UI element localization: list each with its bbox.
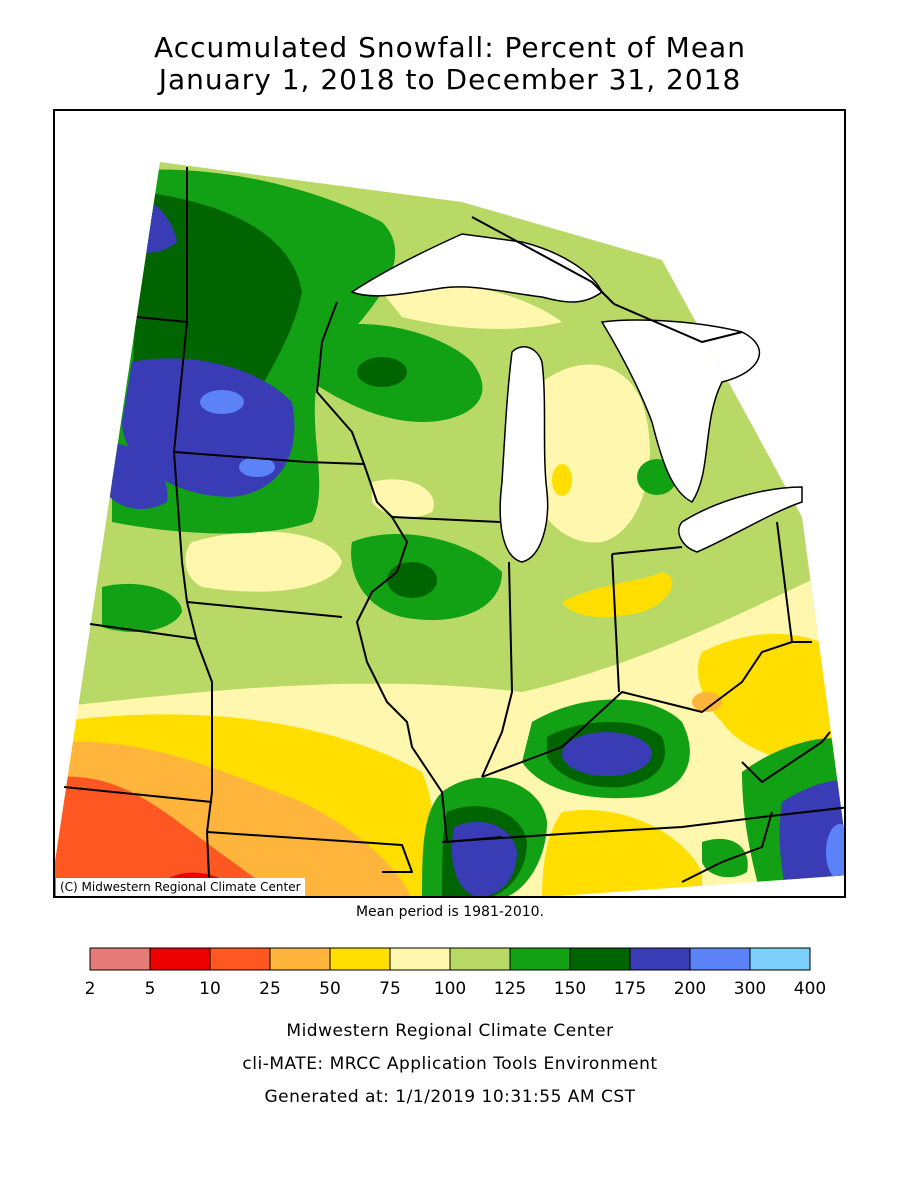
lake-erie-shore (678, 486, 803, 553)
border-mn-wi (316, 301, 501, 523)
legend-swatch-300-400 (749, 947, 811, 971)
mean-period-note: Mean period is 1981-2010. (355, 904, 545, 920)
legend-swatch-50-75 (329, 947, 391, 971)
legend-tick-75: 75 (379, 979, 401, 999)
lake-erie (678, 487, 802, 552)
shade-25-50-ohio (692, 692, 722, 712)
shade-150-175-illinois (387, 562, 437, 598)
shade-200-300-minnesota-b (239, 457, 275, 477)
border-ia-mo (186, 601, 343, 618)
map-subtitle: January 1, 2018 to December 31, 2018 (158, 63, 742, 96)
shade-75-100-illinois-n (372, 479, 434, 518)
legend-tick-175: 175 (614, 979, 646, 999)
lake-shorelines (350, 233, 803, 563)
border-oh-pa (776, 521, 812, 643)
legend-swatch-200-300 (689, 947, 751, 971)
legend-swatch-2-5 (89, 947, 151, 971)
shade-75-100-michigan (522, 364, 650, 543)
map-panel (53, 109, 846, 898)
color-legend: 2 5 10 25 50 75 100 125 150 175 200 300 400 (85, 947, 827, 999)
shade-150-175-wisconsin (357, 357, 407, 387)
shade-75-100-iowa (185, 531, 342, 592)
snowfall-map (55, 162, 844, 896)
legend-ticks: 2 5 10 25 50 75 100 125 150 175 200 300 400 (85, 979, 827, 999)
shade-50-75-mi-spot (552, 464, 572, 496)
shade-175-200-kentucky (562, 732, 652, 776)
lake-superior-shore (350, 233, 603, 303)
border-nd-sd (136, 316, 188, 323)
footer-application: cli-MATE: MRCC Application Tools Environ… (242, 1054, 658, 1074)
state-borders (63, 167, 844, 896)
legend-swatch-175-200 (629, 947, 691, 971)
border-ne-ks (89, 623, 198, 640)
legend-tick-5: 5 (145, 979, 156, 999)
footer-generated: Generated at: 1/1/2019 10:31:55 AM CST (264, 1087, 636, 1107)
legend-tick-400: 400 (794, 979, 826, 999)
shade-125-150-se-ky (702, 838, 748, 878)
shade-10-25-sw (55, 776, 282, 896)
legend-swatch-75-100 (389, 947, 451, 971)
legend-swatches (89, 947, 811, 971)
legend-swatch-125-150 (509, 947, 571, 971)
legend-tick-50: 50 (319, 979, 341, 999)
shade-50-75-ohio (698, 633, 844, 765)
shade-125-150-nebraska (102, 583, 182, 632)
border-in-oh (611, 553, 620, 693)
footer-organization: Midwestern Regional Climate Center (286, 1021, 614, 1041)
shade-50-75-indiana (562, 572, 673, 618)
border-ky-tn (441, 806, 844, 843)
lake-michigan (500, 346, 548, 562)
legend-swatch-150-175 (569, 947, 631, 971)
snowfall-shading (55, 162, 844, 896)
border-west-tier (173, 167, 213, 896)
border-us-canada-sm (613, 303, 743, 343)
border-ohio-river (481, 641, 793, 778)
legend-swatch-100-125 (449, 947, 511, 971)
legend-swatch-25-50 (269, 947, 331, 971)
shade-75-100-upper-mi (382, 283, 562, 329)
shade-175-200-sd (102, 442, 168, 510)
lake-superior (352, 234, 602, 302)
border-il-in (481, 561, 513, 778)
legend-swatch-10-25 (209, 947, 271, 971)
border-wi-mi (471, 216, 615, 305)
legend-tick-100: 100 (434, 979, 466, 999)
border-ky-wv (741, 731, 831, 783)
border-mi-oh (611, 546, 683, 555)
legend-tick-10: 10 (199, 979, 221, 999)
lake-michigan-shore (499, 346, 549, 563)
copyright-label: (C) Midwestern Regional Climate Center (56, 878, 305, 896)
border-mn-ia (173, 451, 365, 465)
legend-swatch-5-10 (149, 947, 211, 971)
legend-tick-25: 25 (259, 979, 281, 999)
border-ks-ok (63, 786, 213, 803)
legend-tick-200: 200 (674, 979, 706, 999)
border-mississippi (356, 516, 503, 843)
legend-tick-125: 125 (494, 979, 526, 999)
lake-huron-shore (600, 319, 761, 503)
border-mo-ar (206, 831, 413, 873)
shade-200-300-wv (826, 824, 844, 880)
legend-tick-2: 2 (85, 979, 96, 999)
shade-200-300-minnesota-a (200, 390, 244, 414)
legend-tick-300: 300 (734, 979, 766, 999)
border-ky-va (681, 811, 773, 883)
legend-tick-150: 150 (554, 979, 586, 999)
map-title: Accumulated Snowfall: Percent of Mean (154, 31, 746, 64)
